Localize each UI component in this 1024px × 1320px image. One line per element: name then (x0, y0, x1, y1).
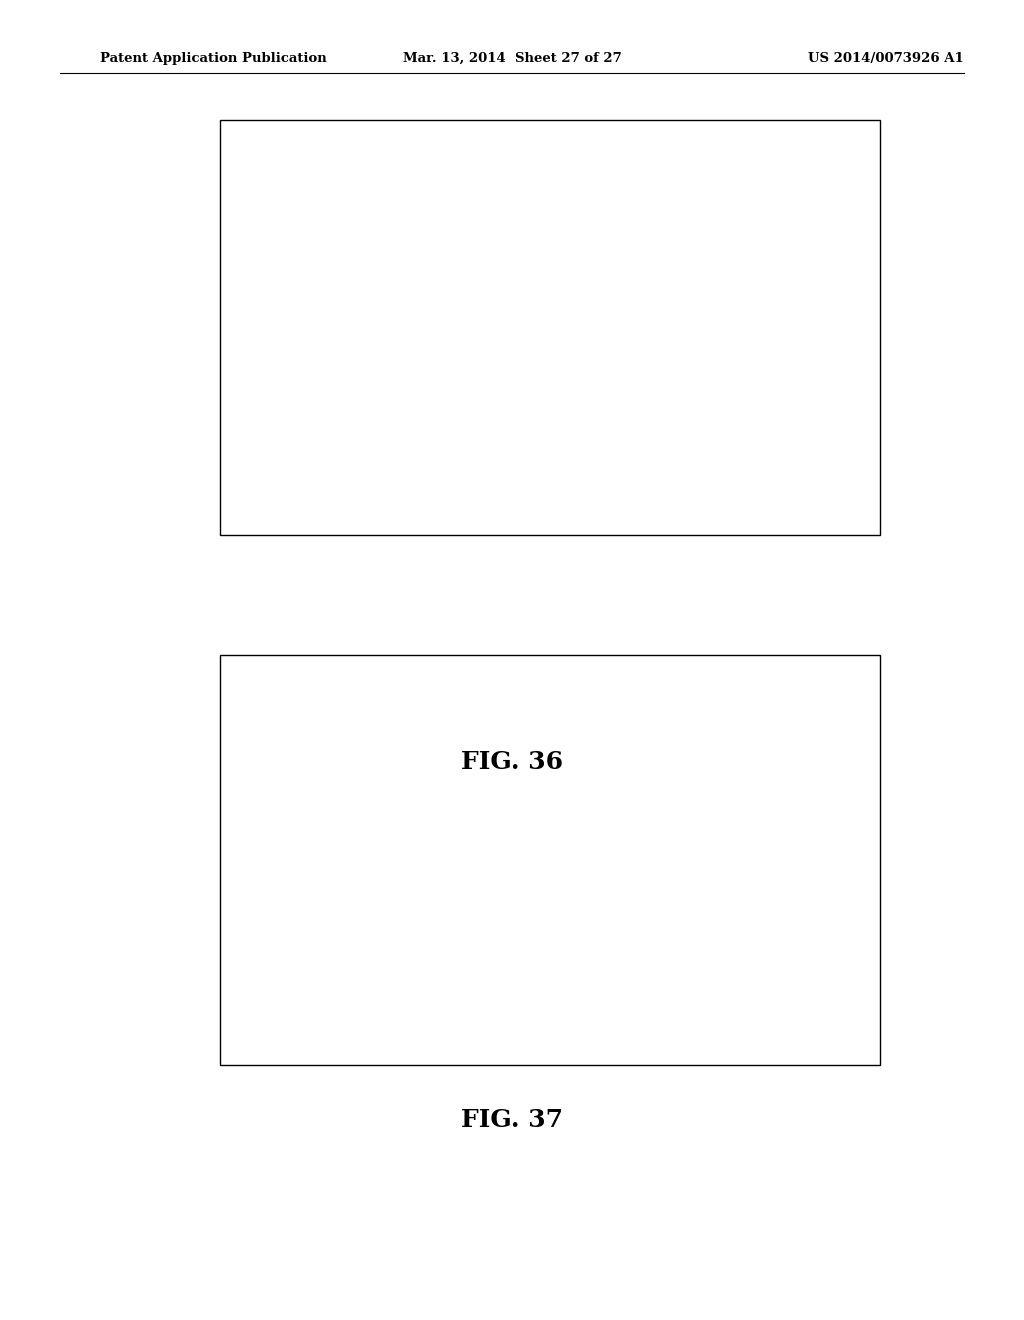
Text: Mar. 13, 2014  Sheet 27 of 27: Mar. 13, 2014 Sheet 27 of 27 (402, 53, 622, 65)
Bar (220, 120, 880, 535)
Text: FIG. 36: FIG. 36 (461, 750, 563, 775)
Text: FIG. 37: FIG. 37 (461, 1107, 563, 1133)
Text: US 2014/0073926 A1: US 2014/0073926 A1 (808, 53, 964, 65)
Text: Patent Application Publication: Patent Application Publication (100, 53, 327, 65)
Bar (220, 655, 880, 1065)
